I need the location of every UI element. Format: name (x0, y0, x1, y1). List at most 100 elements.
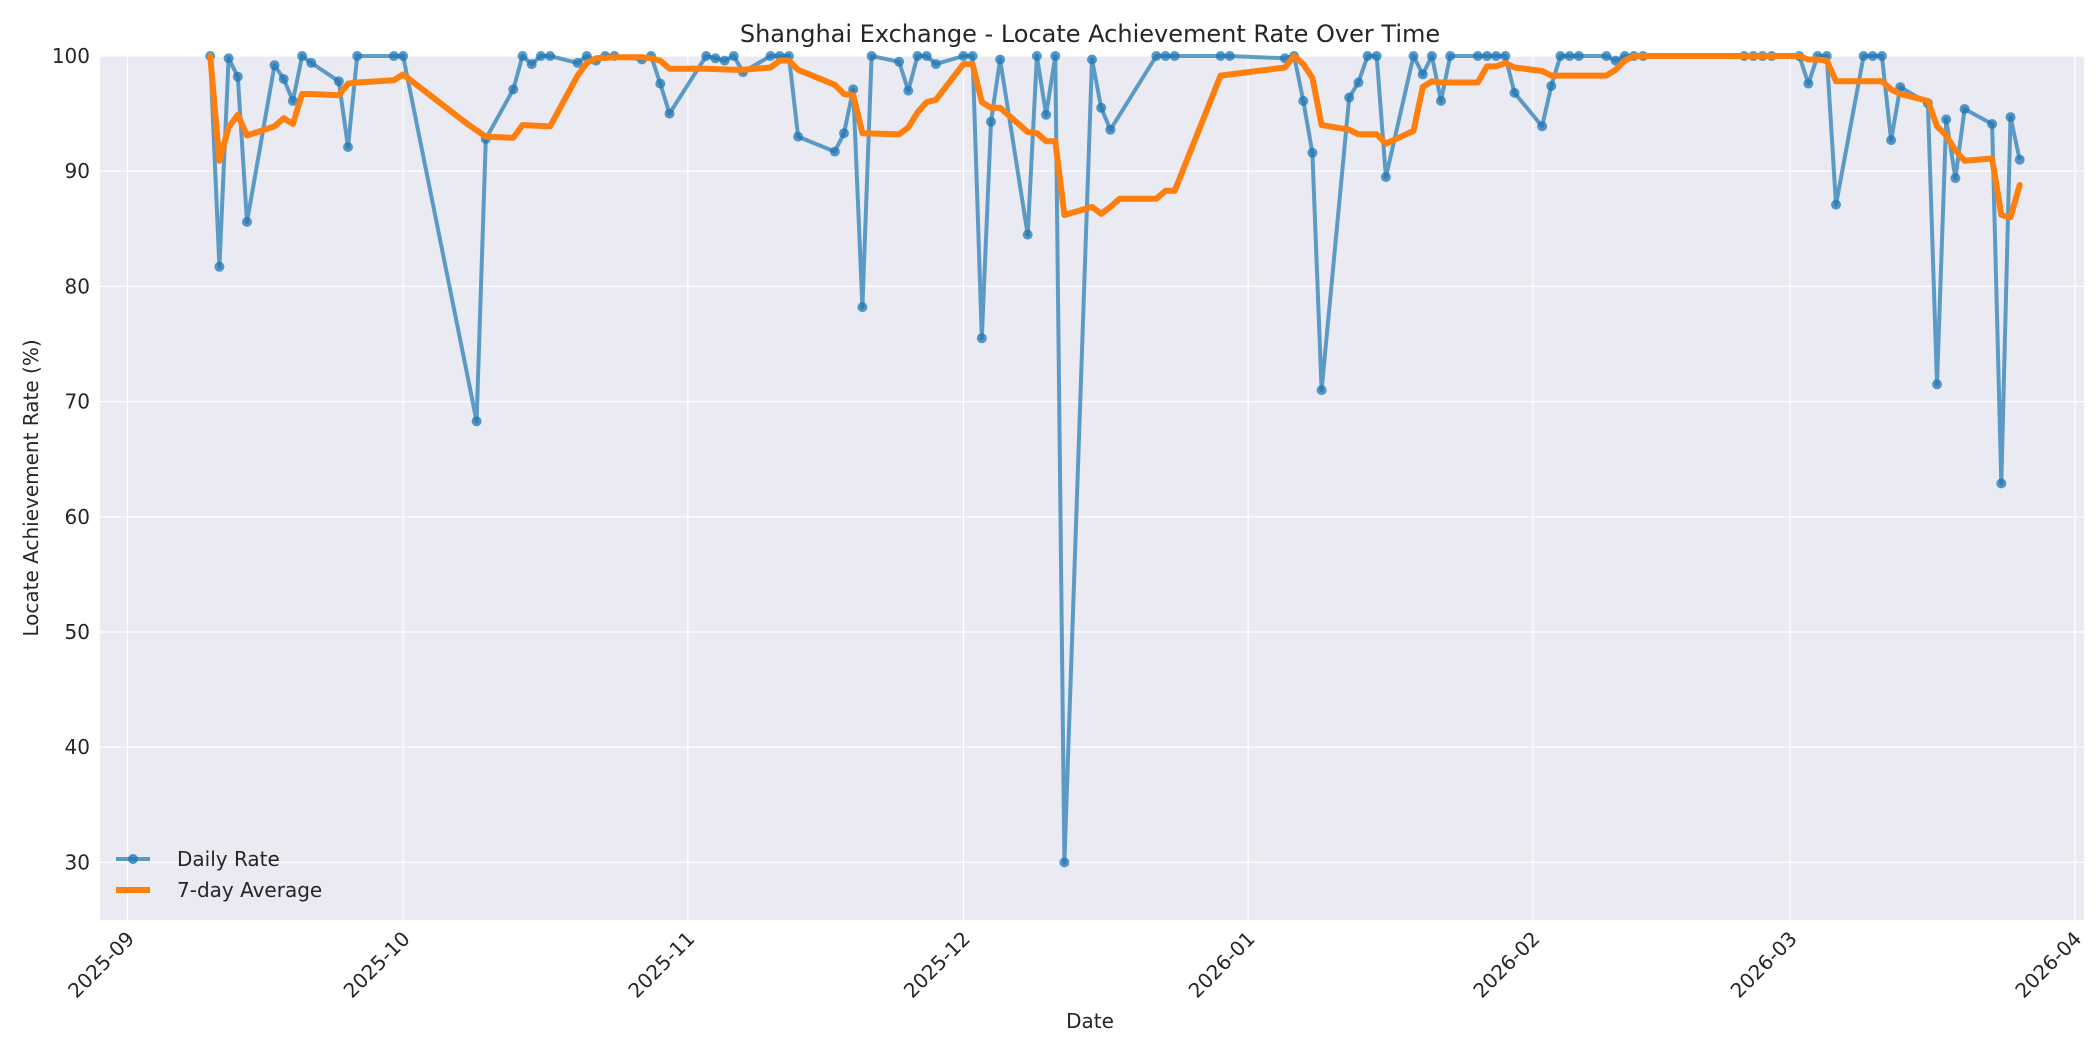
data-point (857, 302, 868, 313)
data-point (967, 51, 978, 61)
data-point (765, 51, 776, 61)
x-axis-label: Date (1066, 1009, 1114, 1033)
data-point (1482, 51, 1492, 61)
data-point (986, 116, 996, 127)
data-point (352, 51, 363, 61)
data-point (839, 128, 849, 139)
y-tick-label: 40 (65, 735, 90, 759)
data-point (921, 51, 932, 61)
x-tick-label: 2025-12 (899, 927, 975, 1003)
data-point (894, 56, 905, 67)
data-point (278, 74, 289, 84)
data-point (1601, 51, 1612, 61)
data-point (1537, 121, 1548, 132)
y-axis-label: Locate Achievement Rate (%) (19, 339, 43, 636)
x-tick-label: 2026-02 (1468, 927, 1544, 1003)
y-tick-label: 50 (65, 620, 90, 644)
data-point (1059, 857, 1070, 868)
grid-lines (100, 55, 2084, 920)
data-point (1941, 114, 1952, 125)
data-point (728, 51, 739, 61)
data-point (471, 416, 482, 427)
plot-area (100, 56, 2084, 920)
y-tick-label: 60 (65, 505, 90, 529)
x-tick-label: 2026-01 (1184, 927, 1260, 1003)
data-point (333, 76, 344, 87)
data-point (1950, 173, 1961, 184)
y-axis-ticks: 30 40 50 60 70 80 90 100 (52, 44, 90, 874)
data-point (710, 53, 721, 64)
data-point (1380, 172, 1391, 182)
data-point (1876, 51, 1887, 61)
data-point (1224, 51, 1235, 61)
data-point (1105, 124, 1116, 135)
data-point (793, 131, 804, 142)
data-point (1445, 51, 1456, 61)
data-point (912, 51, 923, 61)
data-point (287, 95, 298, 106)
data-point (1031, 51, 1042, 61)
data-point (1886, 135, 1897, 146)
x-tick-label: 2025-11 (623, 927, 699, 1003)
data-point (1298, 95, 1309, 106)
data-point (995, 54, 1006, 65)
chart-title: Shanghai Exchange - Locate Achievement R… (740, 20, 1440, 48)
data-point (1050, 51, 1061, 61)
data-point (1858, 51, 1869, 61)
data-point (1546, 81, 1557, 91)
chart-legend: Daily Rate 7-day Average (116, 847, 322, 902)
y-tick-label: 30 (65, 850, 90, 874)
data-point (306, 57, 317, 68)
data-point (1408, 51, 1419, 61)
data-point (1307, 147, 1318, 158)
data-point (1831, 199, 1841, 210)
data-point (1803, 78, 1814, 89)
data-point (1436, 95, 1446, 106)
data-point (1041, 109, 1052, 120)
data-point (664, 108, 675, 119)
x-tick-label: 2026-04 (2010, 927, 2086, 1003)
data-point (526, 59, 537, 70)
data-point (1867, 51, 1878, 61)
data-point (1555, 51, 1566, 61)
data-point (545, 51, 556, 61)
data-point (719, 55, 730, 66)
data-point (958, 51, 969, 61)
series-layer (205, 51, 2025, 868)
data-point (343, 142, 353, 152)
data-point (1169, 51, 1180, 61)
data-point (1564, 51, 1575, 61)
data-point (223, 53, 234, 64)
data-point (1160, 51, 1171, 61)
data-point (1472, 51, 1483, 61)
data-point (269, 60, 280, 71)
data-point (1096, 102, 1107, 113)
y-tick-label: 90 (65, 159, 90, 183)
data-point (655, 78, 666, 89)
data-point (1987, 119, 1998, 129)
data-point (1932, 379, 1942, 390)
data-point (1362, 51, 1373, 61)
data-point (1151, 51, 1162, 61)
data-point (517, 51, 528, 61)
data-point (398, 51, 409, 61)
data-point (1500, 51, 1511, 61)
legend-label-7-day-average: 7-day Average (177, 878, 322, 902)
data-point (1996, 478, 2007, 489)
data-point (1353, 77, 1364, 88)
y-tick-label: 80 (65, 274, 90, 298)
x-axis-ticks: 2025-09 2025-10 2025-11 2025-12 2026-01 2026-… (63, 927, 2086, 1003)
data-point (232, 71, 243, 82)
data-point (1426, 51, 1437, 61)
data-point (242, 216, 252, 227)
data-point (2005, 112, 2016, 123)
data-point (701, 51, 712, 61)
x-tick-label: 2025-09 (63, 927, 139, 1003)
data-point (976, 333, 987, 344)
y-tick-label: 100 (52, 44, 90, 68)
data-point (903, 85, 914, 96)
data-point (1087, 54, 1097, 65)
data-point (214, 261, 225, 272)
